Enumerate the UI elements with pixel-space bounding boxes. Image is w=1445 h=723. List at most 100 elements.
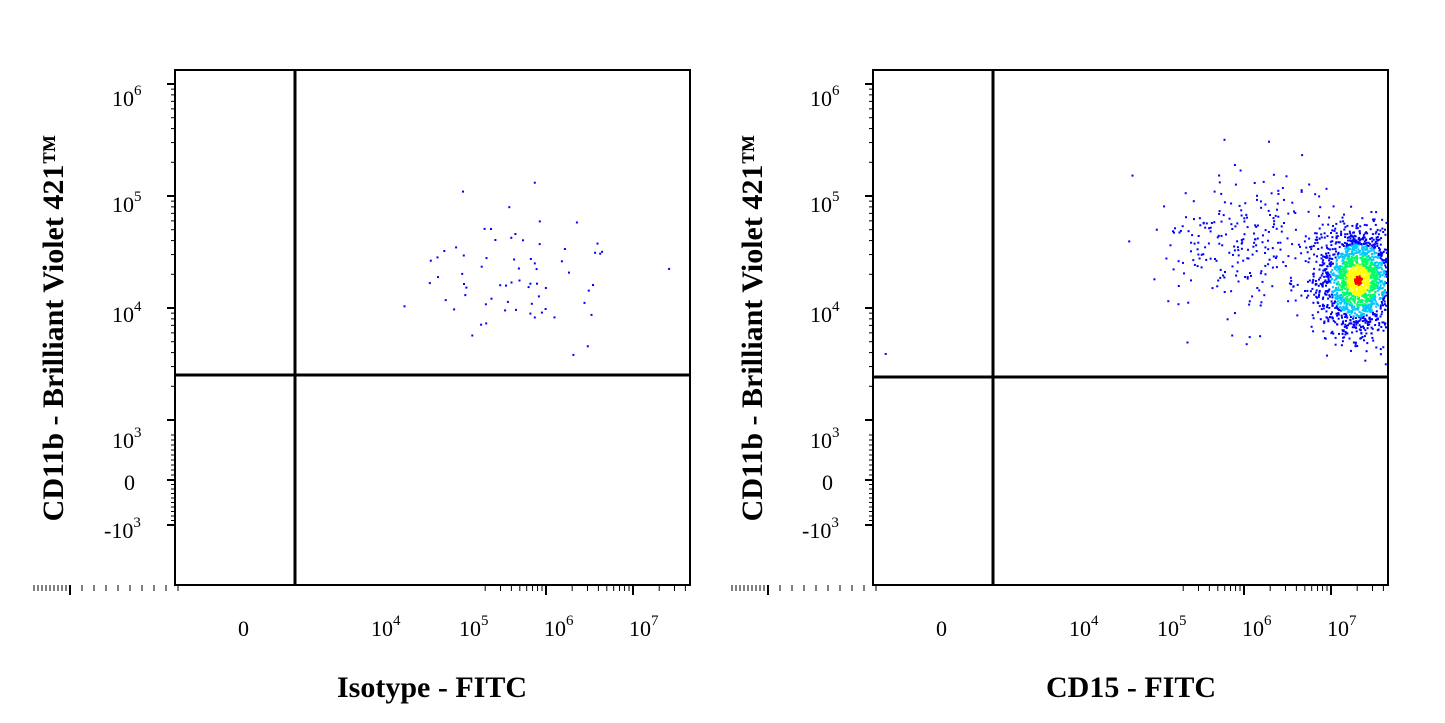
event-dot [1344, 226, 1347, 229]
event-dot [1326, 265, 1329, 268]
event-dot [1327, 223, 1330, 226]
event-dot [1348, 294, 1351, 297]
event-dot [1368, 274, 1370, 277]
event-dot [1244, 276, 1247, 278]
event-dot [1368, 270, 1371, 273]
event-dot [1346, 274, 1349, 277]
event-dot [1330, 271, 1332, 273]
event-dot [1353, 274, 1356, 277]
event-dot [1318, 278, 1320, 281]
event-dot [1271, 266, 1274, 269]
event-dot [1348, 298, 1351, 301]
event-dot [1277, 193, 1280, 195]
event-dot [1371, 283, 1374, 286]
event-dot [1330, 261, 1333, 264]
event-dot [1321, 283, 1324, 285]
event-dot [1317, 311, 1320, 314]
event-dot [1312, 273, 1315, 276]
event-dot [510, 236, 513, 239]
event-dot [1328, 288, 1331, 291]
event-dot [1365, 332, 1368, 335]
event-dot [1353, 246, 1356, 249]
event-dot [1311, 280, 1314, 283]
event-dot [1331, 258, 1334, 260]
event-dot [1240, 242, 1243, 245]
event-dot [538, 220, 541, 223]
event-dot [529, 312, 532, 315]
event-dot [1349, 322, 1352, 325]
event-dot [1383, 295, 1386, 298]
event-dot [1172, 230, 1174, 233]
event-dot [490, 297, 493, 300]
event-dot [1380, 281, 1382, 284]
event-dot [1355, 239, 1358, 242]
event-dot [1331, 229, 1334, 232]
event-dot [1322, 263, 1325, 266]
event-dot [1190, 250, 1192, 253]
event-dot [1375, 285, 1378, 287]
event-dot [1322, 307, 1325, 310]
event-dot [1320, 246, 1323, 249]
event-dot [1332, 290, 1335, 293]
event-dot [1325, 275, 1328, 278]
event-dot [1190, 241, 1193, 244]
event-dot [1372, 268, 1374, 271]
event-dot [1357, 291, 1360, 294]
event-dot [1310, 245, 1313, 248]
event-dot [1247, 257, 1250, 260]
event-dot [1348, 299, 1351, 302]
event-dot [1337, 241, 1340, 244]
event-dot [1281, 187, 1284, 189]
event-dot [518, 279, 521, 282]
event-dot [1350, 244, 1353, 247]
event-dot [1341, 300, 1344, 303]
event-dot [1277, 189, 1280, 192]
event-dot [1347, 262, 1350, 265]
event-dot [1361, 320, 1364, 323]
event-dot [1333, 229, 1336, 232]
event-dot [1272, 217, 1275, 220]
event-dot [1202, 222, 1205, 225]
event-dot [1204, 226, 1207, 229]
event-dot [1352, 265, 1355, 268]
event-dot [533, 316, 536, 319]
event-dot [1217, 234, 1220, 237]
event-dot [1354, 252, 1357, 254]
event-dot [1348, 235, 1351, 238]
event-dot [1294, 257, 1297, 260]
event-dot [1368, 250, 1371, 253]
event-dot [1385, 257, 1388, 260]
event-dot [1209, 257, 1212, 260]
event-dot [529, 282, 532, 285]
event-dot [1331, 316, 1334, 319]
event-dot [1192, 259, 1195, 262]
event-dot [1352, 317, 1355, 320]
event-dot [1256, 198, 1258, 201]
event-dot [1332, 332, 1335, 335]
event-dot [1338, 270, 1341, 273]
event-dot [1350, 349, 1352, 352]
event-dot [1366, 285, 1369, 288]
event-dot [1373, 243, 1376, 246]
event-dot [1219, 276, 1222, 279]
event-dot [1361, 268, 1364, 271]
event-dot [1342, 255, 1345, 258]
event-dot [480, 265, 483, 268]
event-dot [1348, 285, 1350, 288]
event-dot [1365, 307, 1368, 310]
event-dot [1196, 265, 1199, 268]
event-dot [1360, 332, 1363, 334]
event-dot [1351, 239, 1354, 242]
event-dot [1359, 256, 1362, 259]
event-dot [1351, 294, 1354, 297]
event-dot [1331, 269, 1334, 271]
event-dot [1332, 253, 1335, 256]
event-dot [1372, 298, 1375, 301]
event-dot [1328, 259, 1331, 262]
event-dot [1347, 278, 1349, 281]
event-dot [1267, 239, 1269, 242]
event-dot [1352, 236, 1355, 238]
event-dot [1355, 279, 1358, 282]
event-dot [1372, 243, 1375, 246]
event-dot [1315, 232, 1318, 235]
